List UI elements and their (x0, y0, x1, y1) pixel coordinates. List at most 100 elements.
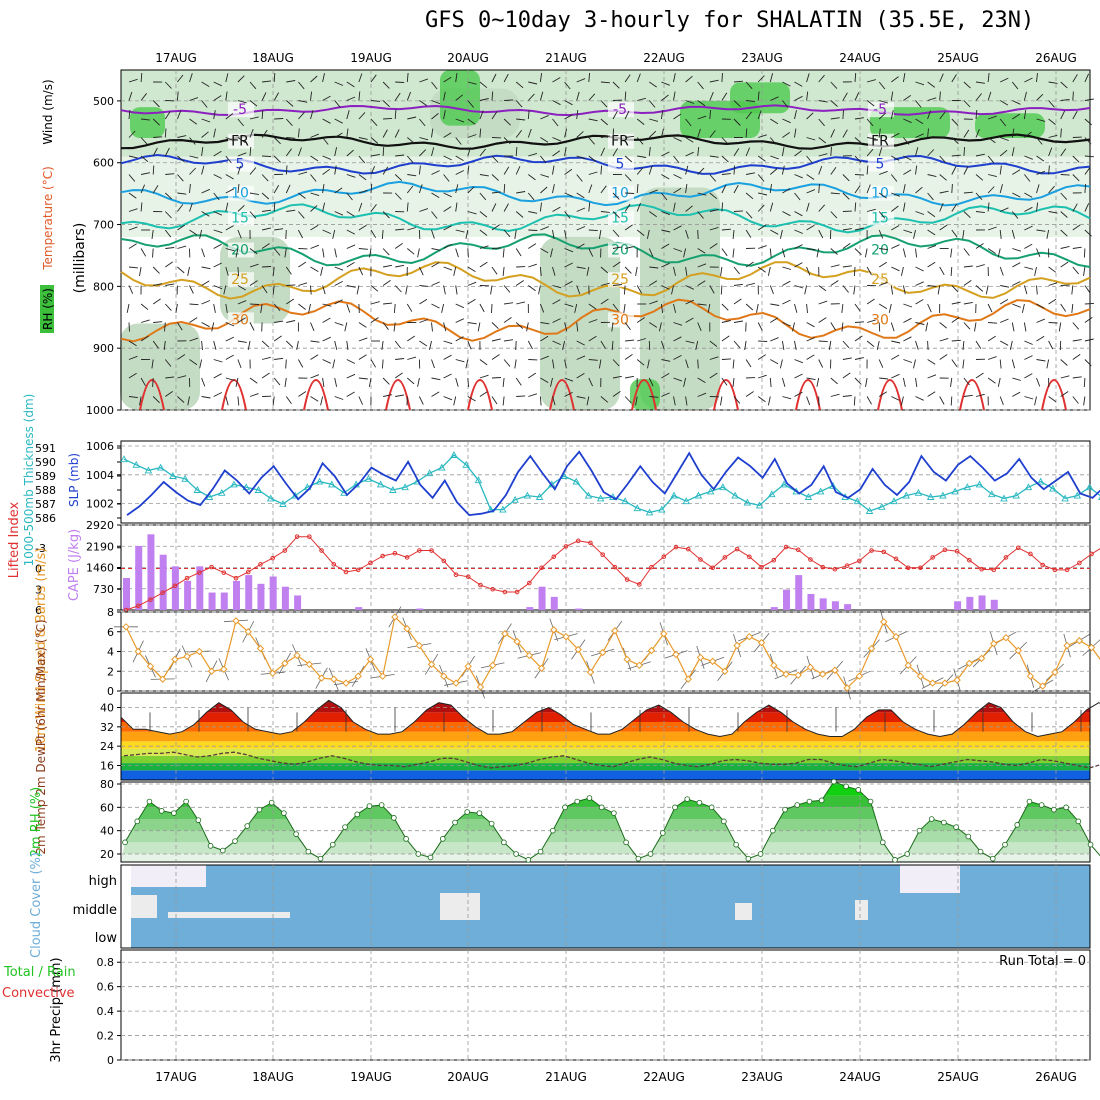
wind-barb (528, 229, 538, 231)
rh-point (513, 851, 519, 857)
wind-barb (1036, 335, 1045, 342)
wind-barb (177, 192, 187, 195)
wind-barb (310, 224, 319, 231)
wind-barb (213, 192, 220, 201)
wind-barb (140, 155, 149, 163)
wind-barb (999, 149, 1008, 157)
wind-barb (866, 340, 875, 347)
wind-barb (528, 393, 538, 397)
wind-barb (284, 248, 287, 258)
wind-barb (782, 299, 791, 305)
wind-barb (249, 263, 259, 268)
wind-barb (225, 377, 235, 381)
wind-barb (165, 283, 175, 286)
lifted-point (245, 569, 251, 575)
wind-barb (733, 118, 741, 126)
wind-barb (987, 303, 993, 313)
wind-barb (237, 285, 246, 291)
axis-labels: RH (%)Temperature (°C)Wind (m/s)(milliba… (2, 79, 88, 1062)
wind-barb (975, 372, 984, 379)
wind-barb (491, 377, 502, 379)
wind10-point (537, 664, 546, 672)
wind-barb (418, 266, 424, 276)
wind-barb (612, 375, 622, 379)
wind-barb (467, 266, 476, 272)
y-tick-label: 1000 (86, 404, 114, 417)
wind-barb (310, 91, 313, 101)
wind-barb (1011, 359, 1016, 369)
wind10-point (916, 672, 925, 680)
lifted-point (355, 567, 361, 573)
thickness-point (890, 497, 898, 505)
wind-barb (467, 211, 477, 215)
wind-barb (164, 192, 173, 200)
wind-barb (902, 202, 906, 212)
wind-barb (806, 337, 816, 342)
thickness-point (719, 483, 727, 491)
lifted-point (368, 560, 373, 566)
wind-barb (382, 377, 390, 385)
wind-barb (806, 202, 810, 212)
wind-barb (431, 322, 433, 332)
rh-point (122, 839, 128, 846)
wind-barb (806, 354, 815, 360)
wind-barb (322, 202, 326, 212)
wind-barb (733, 100, 741, 108)
wind-barb (685, 75, 693, 83)
wind-barb (332, 229, 336, 239)
wind10-point (562, 632, 570, 641)
wind-barb (1084, 285, 1091, 294)
lifted-tick-label: 0 (35, 563, 42, 576)
wind-barb (237, 184, 240, 194)
wind-barb (406, 303, 413, 312)
wind-barb (963, 322, 971, 330)
wind-barb (939, 91, 941, 101)
y-tick-label: 700 (93, 219, 114, 232)
lifted-point (612, 564, 618, 570)
lifted-point (771, 557, 777, 563)
wind-barb (552, 150, 561, 157)
wind-barb (830, 393, 840, 397)
wind-barb (600, 118, 608, 126)
y-tick-label: 0.8 (97, 956, 115, 969)
wind10-point (708, 657, 717, 666)
wind-barb (866, 208, 876, 212)
wind-barb (1072, 396, 1079, 404)
wind-barb (588, 319, 598, 323)
wind-barb (346, 340, 349, 350)
wind-barb (625, 339, 635, 342)
cloud-gap-middle (735, 903, 752, 920)
wind-barb (636, 359, 645, 366)
wind-barb (685, 205, 693, 212)
cape-bar (978, 595, 986, 610)
wind-barb (782, 100, 789, 108)
wind-barb (320, 266, 324, 276)
wind-barb (1046, 229, 1050, 239)
wind-barb (878, 261, 888, 268)
thickness-point (829, 481, 837, 489)
wind-barb (818, 153, 828, 157)
wind-barb (588, 202, 591, 212)
wind-barb (273, 202, 276, 212)
wind-barb (128, 226, 138, 231)
wind-barb (950, 266, 953, 277)
wind-barb (769, 202, 774, 212)
rh-point (501, 839, 507, 846)
wind-barb (310, 266, 319, 272)
lifted-point (331, 562, 337, 567)
lifted-point (893, 556, 899, 562)
wind-barb (842, 357, 852, 360)
wind-barb (539, 396, 542, 406)
wind-barb (1024, 77, 1033, 83)
wind-barb (999, 100, 1009, 106)
wind-barb (709, 226, 719, 231)
wind-barb (782, 280, 791, 286)
isotherm-label: 30 (231, 312, 249, 328)
wind-barb (767, 396, 771, 406)
isotherm-label: 5 (876, 157, 885, 173)
wind-barb (346, 174, 356, 178)
wind10-point (965, 659, 974, 668)
lifted-point (832, 566, 838, 572)
wind-barb (1024, 396, 1034, 400)
wind-barb (683, 248, 687, 258)
